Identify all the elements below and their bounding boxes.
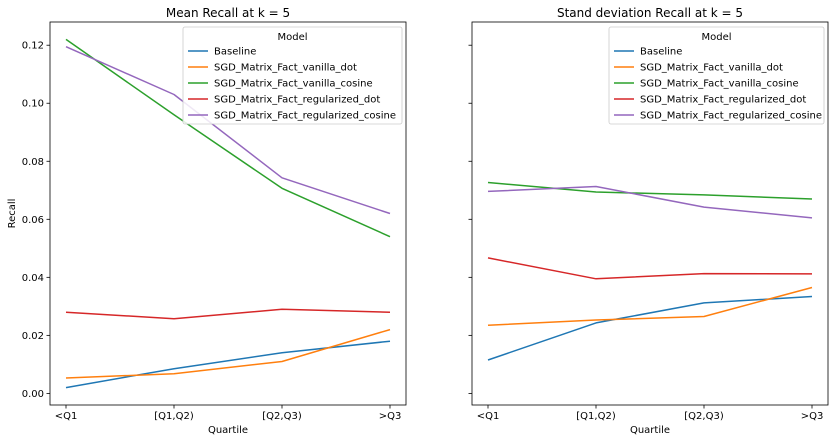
- legend-label-2: SGD_Matrix_Fact_vanilla_dot: [214, 63, 357, 74]
- x-axis-label: Quartile: [630, 425, 670, 436]
- legend: Model Baseline SGD_Matrix_Fact_vanilla_dot…: [182, 26, 403, 125]
- legend-label-3: SGD_Matrix_Fact_vanilla_cosine: [214, 79, 373, 90]
- x-tick-label: >Q3: [379, 411, 402, 422]
- y-tick-label: 0.12: [22, 41, 44, 52]
- series-line-2: [65, 328, 391, 379]
- y-tick-label: 0.10: [22, 99, 44, 110]
- series-line-1: [65, 340, 391, 389]
- legend: Model Baseline SGD_Matrix_Fact_vanilla_dot…: [608, 26, 825, 125]
- y-axis-label: Recall: [7, 199, 18, 229]
- legend-label-1: Baseline: [640, 47, 682, 58]
- x-tick-label: <Q1: [55, 411, 78, 422]
- x-tick-label: >Q3: [801, 411, 824, 422]
- chart-panel-2: Stand deviation Recall at k = 5 <Q1 [Q1,Q2…: [468, 6, 829, 436]
- legend-label-1: Baseline: [214, 47, 256, 58]
- y-tick-label: 0.00: [22, 389, 44, 400]
- x-tick-label: [Q2,Q3): [262, 411, 302, 422]
- legend-label-4: SGD_Matrix_Fact_regularized_dot: [640, 95, 806, 106]
- y-tick-label: 0.04: [22, 273, 44, 284]
- x-tick-label: [Q1,Q2): [154, 411, 194, 422]
- legend-title: Model: [701, 32, 731, 43]
- x-tick-label: <Q1: [477, 411, 500, 422]
- legend-box: [182, 26, 403, 125]
- plot-frame: [471, 21, 829, 406]
- y-tick-label: 0.08: [22, 157, 44, 168]
- series-line-2: [487, 286, 813, 326]
- series-line-1: [487, 295, 813, 361]
- legend-label-5: SGD_Matrix_Fact_regularized_cosine: [214, 111, 396, 122]
- legend-label-5: SGD_Matrix_Fact_regularized_cosine: [640, 111, 822, 122]
- y-tick-label: 0.06: [22, 215, 44, 226]
- x-tick-label: [Q2,Q3): [684, 411, 724, 422]
- plot-frame: [49, 21, 407, 406]
- x-tick-label: [Q1,Q2): [576, 411, 616, 422]
- legend-title: Model: [277, 32, 307, 43]
- x-axis-label: Quartile: [208, 425, 248, 436]
- legend-label-3: SGD_Matrix_Fact_vanilla_cosine: [640, 79, 799, 90]
- chart-title: Stand deviation Recall at k = 5: [557, 6, 743, 20]
- series-line-3: [487, 181, 813, 200]
- series-line-5: [487, 185, 813, 219]
- series-line-5: [65, 46, 391, 215]
- y-tick-label: 0.02: [22, 331, 44, 342]
- legend-box: [608, 26, 825, 125]
- legend-label-4: SGD_Matrix_Fact_regularized_dot: [214, 95, 380, 106]
- chart-title: Mean Recall at k = 5: [166, 6, 290, 20]
- series-line-4: [487, 257, 813, 280]
- legend-label-2: SGD_Matrix_Fact_vanilla_dot: [640, 63, 783, 74]
- series-line-3: [65, 38, 391, 238]
- chart-panel-1: Mean Recall at k = 5 0.00 0.02 0.04 0.06 0.08…: [7, 6, 407, 436]
- series-line-4: [65, 308, 391, 320]
